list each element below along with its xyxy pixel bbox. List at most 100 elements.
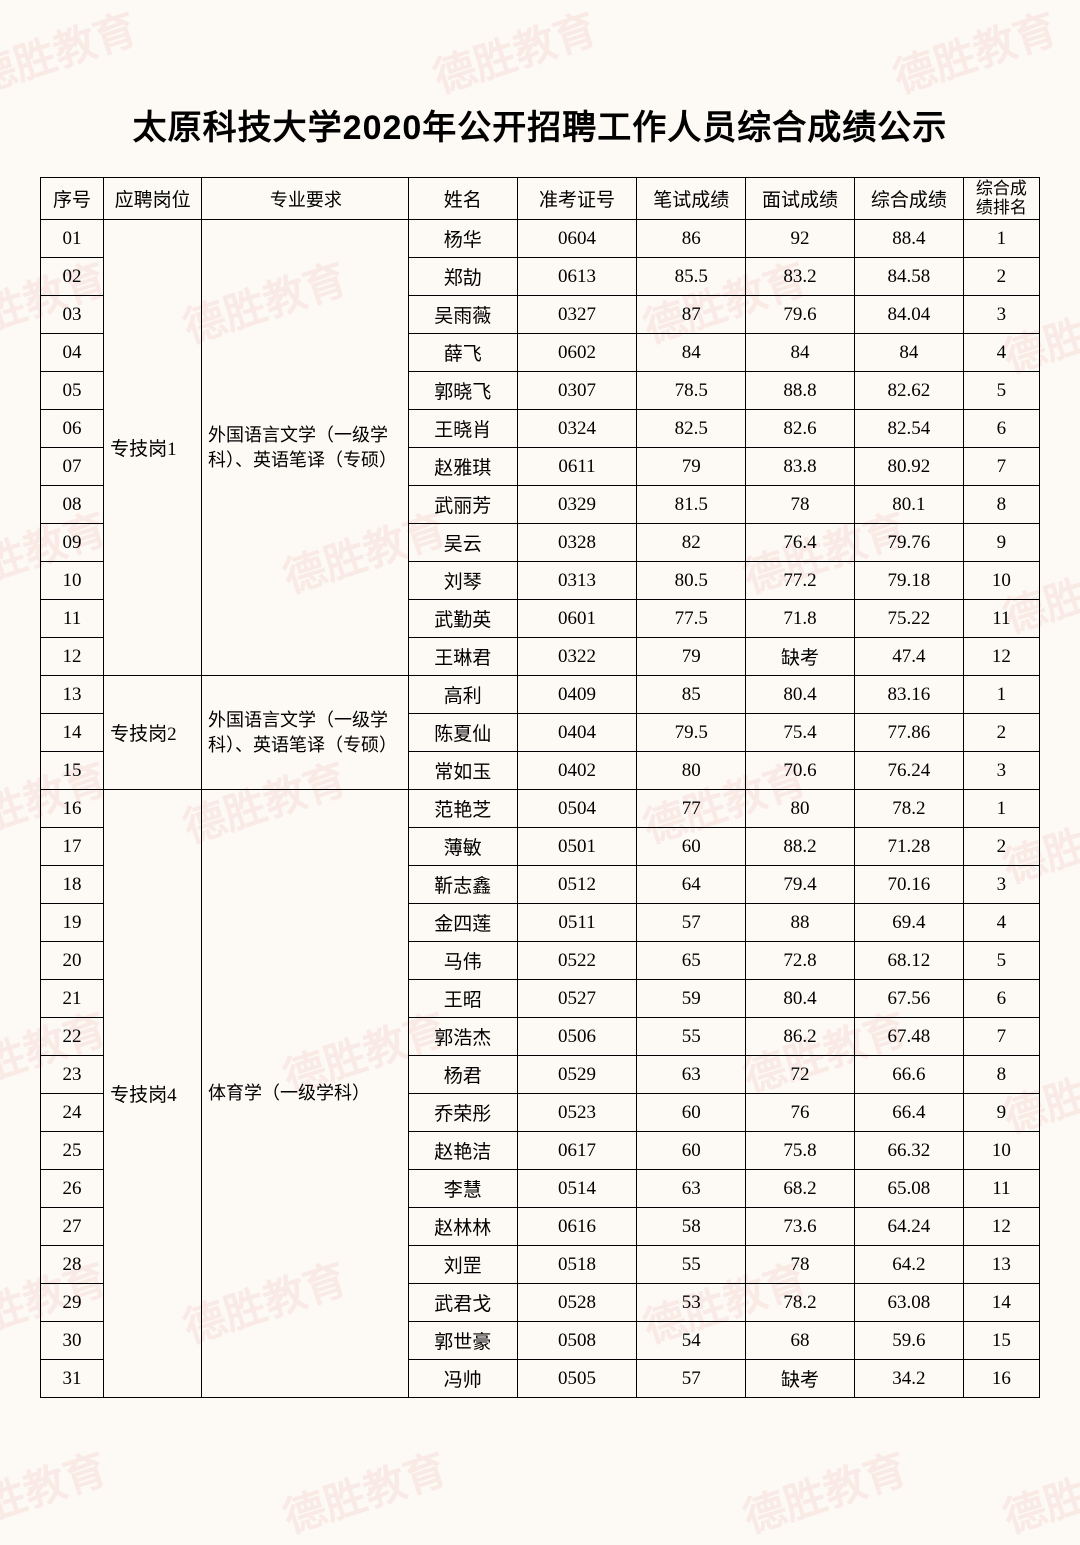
cell-name: 赵艳洁 (408, 1132, 517, 1170)
cell-exam-no: 0522 (517, 942, 637, 980)
cell-rank: 12 (963, 638, 1039, 676)
cell-name: 郭浩杰 (408, 1018, 517, 1056)
cell-rank: 13 (963, 1246, 1039, 1284)
cell-seq: 05 (41, 372, 104, 410)
header-written: 笔试成绩 (637, 178, 746, 220)
page-title: 太原科技大学2020年公开招聘工作人员综合成绩公示 (40, 100, 1040, 149)
cell-written: 87 (637, 296, 746, 334)
cell-written: 85 (637, 676, 746, 714)
cell-interview: 75.8 (746, 1132, 855, 1170)
cell-total: 63.08 (854, 1284, 963, 1322)
cell-interview: 73.6 (746, 1208, 855, 1246)
cell-rank: 5 (963, 942, 1039, 980)
cell-exam-no: 0518 (517, 1246, 637, 1284)
cell-name: 吴云 (408, 524, 517, 562)
cell-exam-no: 0329 (517, 486, 637, 524)
cell-written: 53 (637, 1284, 746, 1322)
cell-exam-no: 0508 (517, 1322, 637, 1360)
cell-seq: 04 (41, 334, 104, 372)
cell-interview: 80.4 (746, 980, 855, 1018)
cell-interview: 78.2 (746, 1284, 855, 1322)
cell-name: 李慧 (408, 1170, 517, 1208)
cell-name: 郭世豪 (408, 1322, 517, 1360)
cell-interview: 68 (746, 1322, 855, 1360)
cell-exam-no: 0617 (517, 1132, 637, 1170)
cell-requirement: 体育学（一级学科） (202, 790, 409, 1398)
cell-exam-no: 0602 (517, 334, 637, 372)
cell-name: 薛飞 (408, 334, 517, 372)
cell-interview: 72 (746, 1056, 855, 1094)
cell-total: 70.16 (854, 866, 963, 904)
cell-interview: 77.2 (746, 562, 855, 600)
cell-interview: 76 (746, 1094, 855, 1132)
cell-seq: 02 (41, 258, 104, 296)
header-seq: 序号 (41, 178, 104, 220)
cell-position: 专技岗4 (104, 790, 202, 1398)
header-position: 应聘岗位 (104, 178, 202, 220)
cell-exam-no: 0604 (517, 220, 637, 258)
cell-position: 专技岗2 (104, 676, 202, 790)
cell-exam-no: 0616 (517, 1208, 637, 1246)
cell-written: 79.5 (637, 714, 746, 752)
cell-seq: 09 (41, 524, 104, 562)
cell-name: 刘琴 (408, 562, 517, 600)
cell-written: 63 (637, 1056, 746, 1094)
cell-name: 高利 (408, 676, 517, 714)
cell-interview: 70.6 (746, 752, 855, 790)
cell-total: 64.2 (854, 1246, 963, 1284)
watermark-text: 德胜教育 (0, 1436, 113, 1545)
header-rank-line1: 综合成 (976, 179, 1027, 198)
watermark-text: 德胜教育 (275, 1436, 454, 1545)
watermark-text: 德胜教育 (995, 1436, 1080, 1545)
cell-written: 84 (637, 334, 746, 372)
cell-seq: 17 (41, 828, 104, 866)
cell-written: 63 (637, 1170, 746, 1208)
cell-seq: 16 (41, 790, 104, 828)
cell-name: 吴雨薇 (408, 296, 517, 334)
header-total: 综合成绩 (854, 178, 963, 220)
cell-total: 78.2 (854, 790, 963, 828)
cell-name: 杨华 (408, 220, 517, 258)
cell-name: 刘罡 (408, 1246, 517, 1284)
cell-seq: 30 (41, 1322, 104, 1360)
cell-written: 79 (637, 448, 746, 486)
cell-rank: 1 (963, 220, 1039, 258)
cell-seq: 11 (41, 600, 104, 638)
cell-exam-no: 0529 (517, 1056, 637, 1094)
cell-total: 84.58 (854, 258, 963, 296)
cell-seq: 14 (41, 714, 104, 752)
table-row: 13专技岗2外国语言文学（一级学科）、英语笔译（专硕）高利04098580.48… (41, 676, 1040, 714)
cell-written: 59 (637, 980, 746, 1018)
scores-table: 序号 应聘岗位 专业要求 姓名 准考证号 笔试成绩 面试成绩 综合成绩 综合成 … (40, 177, 1040, 1398)
cell-seq: 03 (41, 296, 104, 334)
cell-rank: 6 (963, 980, 1039, 1018)
cell-rank: 14 (963, 1284, 1039, 1322)
cell-exam-no: 0402 (517, 752, 637, 790)
cell-interview: 80 (746, 790, 855, 828)
cell-interview: 88 (746, 904, 855, 942)
cell-interview: 92 (746, 220, 855, 258)
cell-interview: 缺考 (746, 638, 855, 676)
cell-name: 赵林林 (408, 1208, 517, 1246)
cell-seq: 15 (41, 752, 104, 790)
cell-interview: 78 (746, 1246, 855, 1284)
header-exam-no: 准考证号 (517, 178, 637, 220)
cell-written: 77 (637, 790, 746, 828)
cell-seq: 28 (41, 1246, 104, 1284)
cell-rank: 11 (963, 600, 1039, 638)
cell-total: 65.08 (854, 1170, 963, 1208)
cell-interview: 76.4 (746, 524, 855, 562)
cell-rank: 1 (963, 676, 1039, 714)
cell-written: 58 (637, 1208, 746, 1246)
cell-interview: 78 (746, 486, 855, 524)
cell-rank: 5 (963, 372, 1039, 410)
cell-total: 59.6 (854, 1322, 963, 1360)
cell-seq: 29 (41, 1284, 104, 1322)
cell-position: 专技岗1 (104, 220, 202, 676)
cell-written: 64 (637, 866, 746, 904)
table-row: 16专技岗4体育学（一级学科）范艳芝0504778078.21 (41, 790, 1040, 828)
cell-total: 84.04 (854, 296, 963, 334)
cell-total: 71.28 (854, 828, 963, 866)
cell-exam-no: 0313 (517, 562, 637, 600)
cell-requirement: 外国语言文学（一级学科）、英语笔译（专硕） (202, 676, 409, 790)
